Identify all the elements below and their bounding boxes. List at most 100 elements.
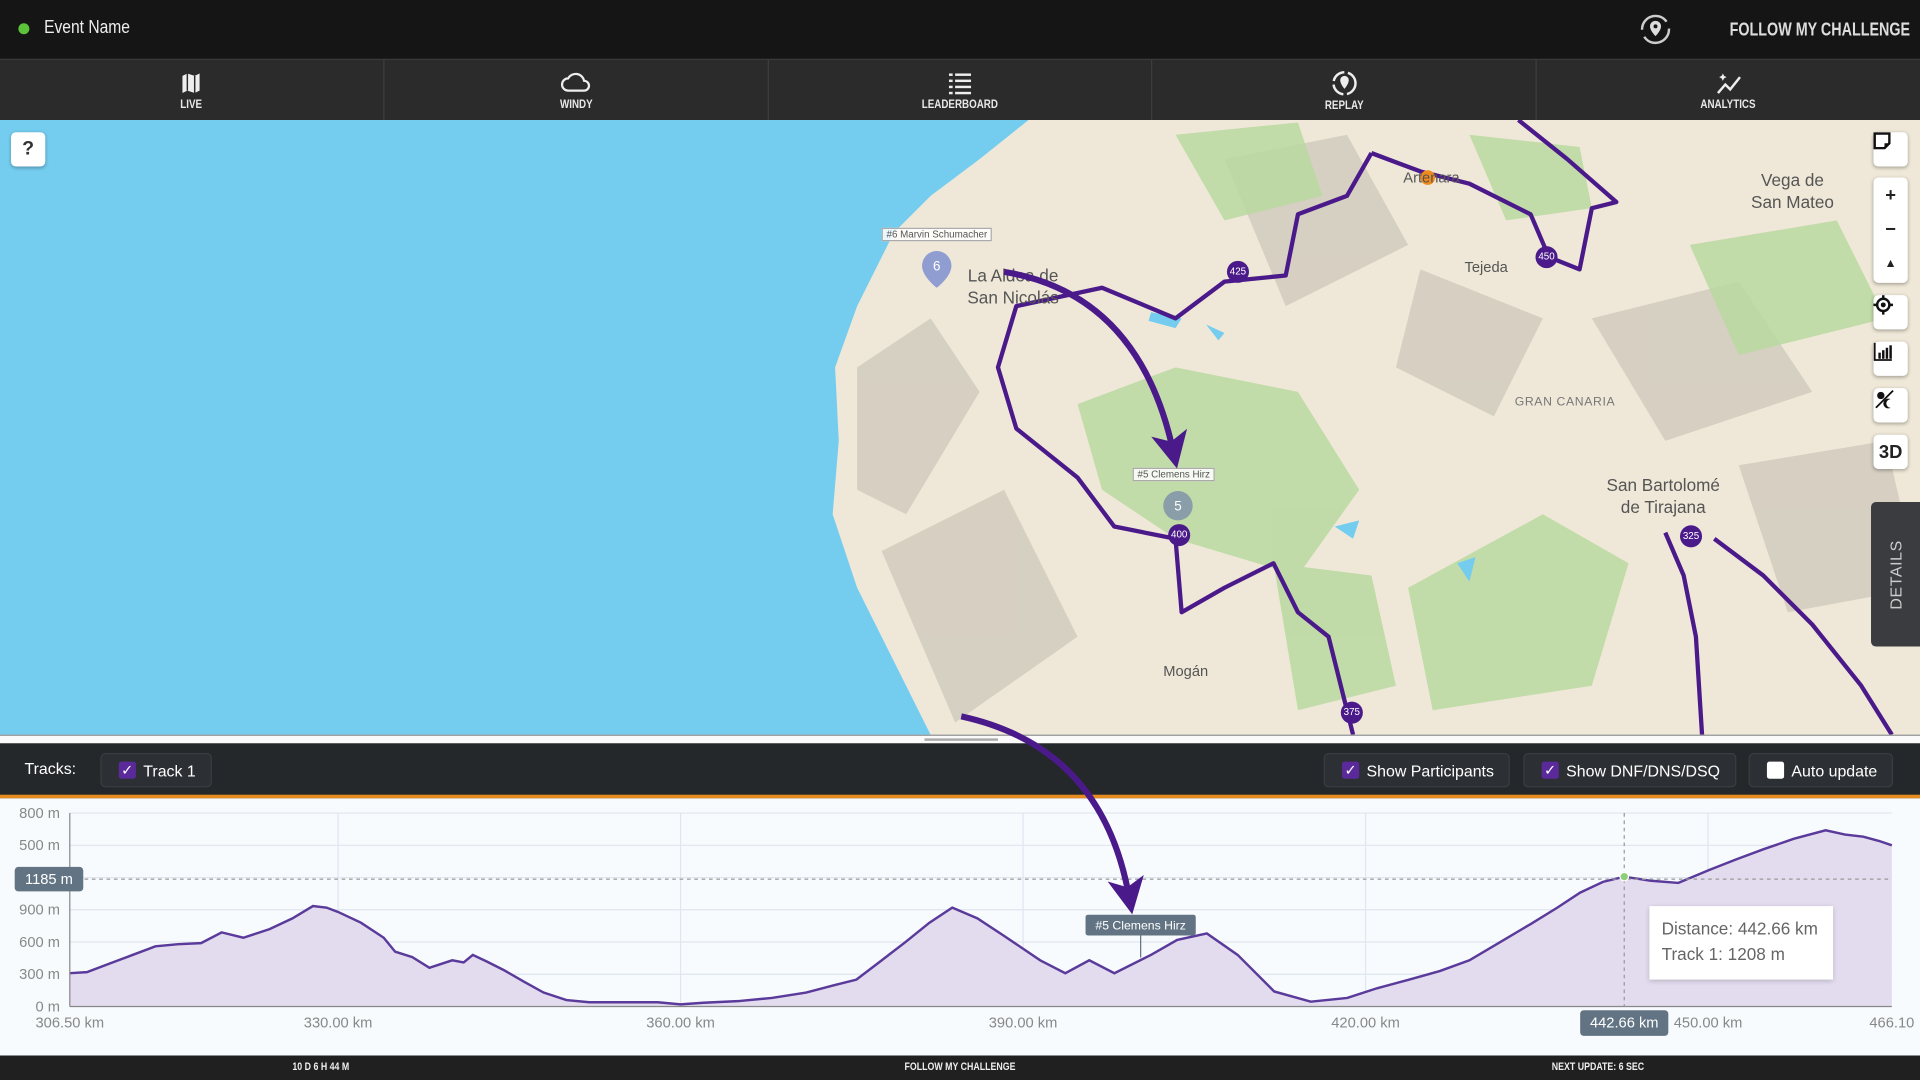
show-participants-checkbox[interactable]: ✓ Show Participants [1323,753,1510,788]
participant-tag: #5 Clemens Hirz [1132,467,1215,482]
place-label: Artenara [1403,168,1460,187]
x-tick-label: 330.00 km [304,1015,373,1031]
map-canvas [832,120,1920,735]
elevation-chart[interactable]: 800 m 500 m 900 m 600 m 300 m 0 m 306.50 km 330… [0,798,1920,1056]
nav-replay[interactable]: REPLAY [1153,60,1537,122]
chart-tooltip: Distance: 442.66 km Track 1: 1208 m [1649,906,1834,980]
checkbox-checked-icon: ✓ [1342,761,1360,779]
x-tick-label: 360.00 km [646,1015,715,1031]
km-marker: 400 [1168,524,1191,547]
y-tick-label: 600 m [19,935,60,951]
details-panel-toggle[interactable]: DETAILS [1871,502,1920,647]
brand-name: FOLLOW MY CHALLENGE [1729,18,1911,40]
tooltip-distance: Distance: 442.66 km [1661,918,1818,938]
zoom-out-button[interactable]: − [1885,219,1896,241]
y-tick-label: 500 m [19,838,60,854]
participant-marker-badge [1085,914,1196,936]
nav-windy-label: WINDY [559,97,593,111]
zoom-controls: + − ▲ [1873,177,1908,283]
current-position-dot [1420,170,1436,185]
place-label: Mogán [1163,662,1209,680]
nav-replay-label: REPLAY [1324,98,1364,113]
tracks-bar: Tracks: ✓ Track 1 ✓ Show Participants ✓ Sho… [0,743,1920,799]
y-tick-label: 0 m [36,999,60,1015]
crosshair-distance-label: 442.66 km [1590,1015,1659,1031]
place-label: GRAN CANARIA [1514,395,1616,409]
y-tick-label: 900 m [19,903,60,919]
participant-pin[interactable]: 5 [1162,490,1194,524]
map-icon [182,72,201,93]
participant-marker-label: #5 Clemens Hirz [1095,918,1185,932]
x-tick-label: 420.00 km [1331,1015,1400,1031]
brand-logo[interactable]: FOLLOW MY CHALLENGE [1640,13,1910,45]
checkbox-label: Show Participants [1366,761,1494,780]
route-segment [1713,537,1894,735]
elevation-line [69,828,1893,1006]
y-tick-label: 800 m [19,806,60,822]
help-button[interactable]: ? [11,132,46,167]
location-pin-icon [1640,14,1671,45]
main-nav: LIVE WINDY LEADERBOARD REPLAY ANALYTICS [0,58,1920,122]
checkbox-label: Auto update [1791,761,1878,780]
checkbox-checked-icon: ✓ [1541,761,1559,779]
sparkle-chart-icon [1716,72,1741,94]
elevation-chart-button[interactable] [1873,341,1908,376]
footer-brand: FOLLOW MY CHALLENGE [904,1060,1016,1073]
crosshair-point [1619,871,1630,882]
checkbox-checked-icon: ✓ [118,761,136,779]
route-segment [1663,531,1705,735]
compass-button[interactable]: ▲ [1884,257,1897,271]
nav-windy[interactable]: WINDY [384,60,769,122]
elapsed-time: 10 D 6 H 44 M [292,1060,350,1073]
list-icon [948,72,972,94]
next-update: NEXT UPDATE: 6 SEC [1551,1060,1645,1073]
checkbox-label: Show DNF/DNS/DSQ [1566,761,1721,780]
live-status-dot [18,23,30,35]
day-night-button[interactable] [1873,388,1908,423]
place-label: San Bartolomé de Tirajana [1606,475,1720,517]
sun-moon-icon [1875,389,1894,409]
x-tick-label: 466.10 [1869,1015,1914,1031]
route-segment [995,151,1374,735]
place-label: Vega de San Mateo [1751,170,1834,212]
tracks-label: Tracks: [24,759,77,778]
crosshair-icon [1873,295,1894,315]
elevation-area [69,830,1892,1007]
km-marker: 375 [1340,701,1363,724]
nav-live-label: LIVE [180,97,203,111]
bar-chart-icon [1873,342,1892,361]
status-footer: 10 D 6 H 44 M FOLLOW MY CHALLENGE NEXT U… [0,1055,1920,1080]
nav-analytics-label: ANALYTICS [1700,97,1757,111]
km-marker: 325 [1680,525,1703,548]
participant-pin[interactable]: 6 [921,250,953,289]
fullscreen-button[interactable] [1873,132,1908,167]
crosshair-elevation-badge [14,866,84,892]
x-tick-label: 306.50 km [35,1015,104,1031]
nav-live[interactable]: LIVE [0,60,385,122]
details-label: DETAILS [1886,539,1905,610]
x-tick-label: 390.00 km [989,1015,1058,1031]
nav-analytics[interactable]: ANALYTICS [1537,60,1920,121]
track-1-checkbox[interactable]: ✓ Track 1 [100,753,212,788]
km-marker: 425 [1226,260,1249,283]
x-tick-label: 450.00 km [1674,1015,1743,1031]
event-name: Event Name [44,17,130,38]
cloud-icon [561,72,591,92]
place-label: Tejeda [1464,258,1508,276]
fullscreen-icon [1873,132,1891,150]
km-marker: 450 [1535,246,1558,269]
3d-button[interactable]: 3D [1873,434,1908,469]
replay-pin-icon [1331,70,1357,95]
place-label: La Aldea de San Nicolás [967,265,1059,308]
race-route [995,120,1894,735]
checkbox-label: Track 1 [143,761,196,780]
show-dnf-checkbox[interactable]: ✓ Show DNF/DNS/DSQ [1523,753,1736,788]
top-bar: Event Name FOLLOW MY CHALLENGE [0,0,1920,59]
nav-leaderboard[interactable]: LEADERBOARD [768,60,1153,122]
locate-button[interactable] [1873,295,1908,330]
zoom-in-button[interactable]: + [1885,184,1896,206]
map-view[interactable]: #6 Marvin Schumacher 6 #5 Clemens Hirz 5… [0,120,1920,735]
auto-update-checkbox[interactable]: Auto update [1748,753,1894,788]
